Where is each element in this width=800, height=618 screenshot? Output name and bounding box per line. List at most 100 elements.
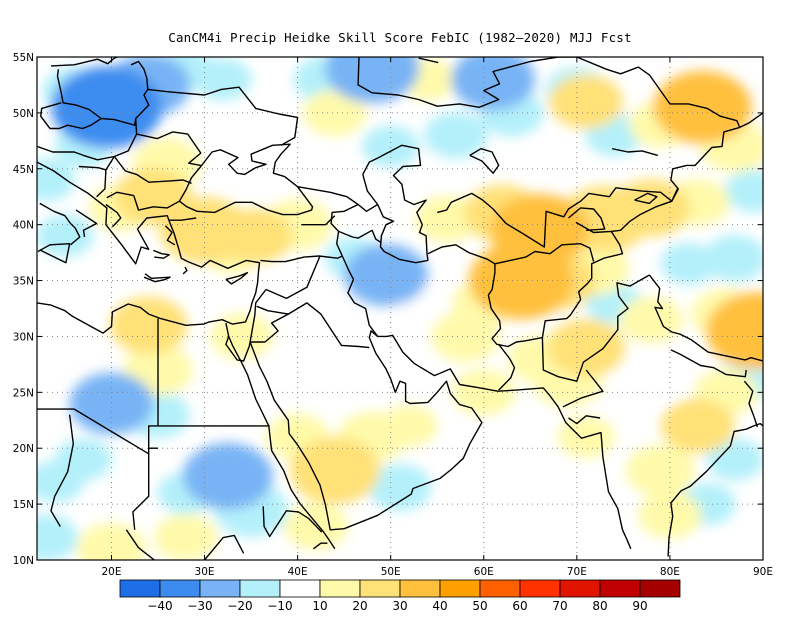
colorbar-swatch (239, 579, 281, 598)
coastline-or-border (437, 187, 673, 248)
lon-tick-label: 90E (753, 566, 773, 578)
colorbar-swatch (319, 579, 361, 598)
coastline-or-border (494, 243, 595, 265)
field-cell (154, 514, 218, 560)
coastline-or-border (225, 322, 336, 550)
colorbar-label: −40 (147, 599, 172, 613)
field-cell (638, 491, 702, 539)
coastline-or-border (357, 57, 741, 128)
field-cell (531, 484, 585, 524)
coastline-or-border (37, 408, 150, 530)
colorbar-label: 80 (592, 599, 607, 613)
coastline-or-border (362, 144, 429, 264)
colorbar-swatch (479, 579, 521, 598)
lat-tick-label: 40N (13, 220, 34, 232)
coastline-or-border (105, 156, 115, 171)
field-cell (37, 460, 85, 503)
colorbar-label: −10 (267, 599, 292, 613)
lat-tick-label: 50N (13, 108, 34, 120)
field-cell (438, 484, 492, 524)
lon-tick-label: 50E (381, 566, 401, 578)
chart-title: CanCM4i Precip Heidke Skill Score FebIC … (168, 30, 632, 45)
field-cell (424, 111, 488, 159)
lon-tick-label: 60E (474, 566, 494, 578)
field-cell (37, 158, 75, 202)
skill-score-field (37, 57, 763, 560)
field-cell (468, 241, 574, 320)
coastline-or-border (612, 148, 658, 157)
coastline-or-border (50, 414, 74, 527)
axis-ticks: 10N 15N 20N 25N 30N 35N 40N 45N 50N 55N 20E 30E 40E 5… (13, 52, 773, 578)
coastlines-and-borders (37, 57, 763, 560)
field-cell (37, 514, 78, 560)
field-cell (368, 463, 432, 511)
colorbar-swatch (279, 579, 321, 598)
field-cell (289, 437, 380, 504)
field-cell (634, 361, 688, 401)
coastline-or-border (301, 215, 336, 226)
coastline-or-border (249, 330, 632, 550)
field-cell (430, 310, 500, 363)
colorbar-label: 50 (472, 599, 487, 613)
coastline-or-border (225, 272, 249, 285)
coastline-or-border (225, 336, 251, 362)
colorbar-label: 60 (512, 599, 527, 613)
colorbar-swatch (159, 579, 201, 598)
field-cell (344, 243, 429, 306)
colorbar-label: −30 (187, 599, 212, 613)
coastline-or-border (113, 156, 192, 184)
coastline-or-border (153, 249, 170, 259)
coastline-or-border (135, 118, 202, 167)
lat-tick-label: 30N (13, 331, 34, 343)
coastline-or-border (568, 415, 601, 425)
coastline-or-border (105, 203, 122, 228)
coastline-or-border (498, 343, 516, 391)
coastline-or-border (667, 422, 763, 557)
coastline-or-border (250, 305, 289, 343)
field-cell (303, 89, 367, 137)
coastline-or-border (562, 369, 604, 408)
lon-tick-label: 70E (567, 566, 587, 578)
colorbar-swatch (399, 579, 441, 598)
lat-tick-label: 35N (13, 276, 34, 288)
colorbar-label: −20 (227, 599, 252, 613)
colorbar-label: 70 (552, 599, 567, 613)
lat-tick-label: 20N (13, 443, 34, 455)
coastline-or-border (671, 188, 679, 202)
field-cell (414, 195, 479, 243)
lat-tick-label: 55N (13, 52, 34, 64)
coastline-or-border (40, 102, 102, 130)
colorbar-label: 20 (352, 599, 367, 613)
colorbar: −40 −30 −20 −10 10 20 30 40 50 60 70 80 90 (119, 579, 681, 613)
coastline-or-border (341, 255, 379, 337)
coastline-or-border (37, 243, 71, 264)
coastline-or-border (182, 266, 188, 275)
coastline-or-border (670, 349, 747, 378)
coastline-or-border (312, 542, 328, 550)
field-cell (661, 398, 735, 454)
lon-tick-label: 20E (101, 566, 121, 578)
lat-tick-label: 45N (13, 164, 34, 176)
field-cell (69, 372, 154, 435)
coastline-or-border (611, 126, 740, 233)
coastline-or-border (78, 165, 107, 198)
coastline-or-border (287, 302, 370, 349)
field-cell (660, 242, 718, 285)
field-cell (37, 214, 94, 257)
colorbar-swatch (639, 579, 681, 598)
coastline-or-border (739, 112, 763, 129)
field-cell (549, 74, 623, 129)
coastline-or-border (338, 229, 382, 244)
lat-tick-label: 15N (13, 499, 34, 511)
coastline-or-border (568, 207, 606, 231)
field-cell (619, 296, 683, 344)
coastline-or-border (125, 529, 245, 560)
lat-tick-label: 10N (13, 555, 34, 567)
field-cell (109, 296, 188, 354)
plot-frame (36, 56, 764, 561)
colorbar-label: 30 (392, 599, 407, 613)
coastline-or-border (418, 57, 439, 64)
lon-tick-label: 80E (660, 566, 680, 578)
coastline-or-border (37, 133, 138, 161)
